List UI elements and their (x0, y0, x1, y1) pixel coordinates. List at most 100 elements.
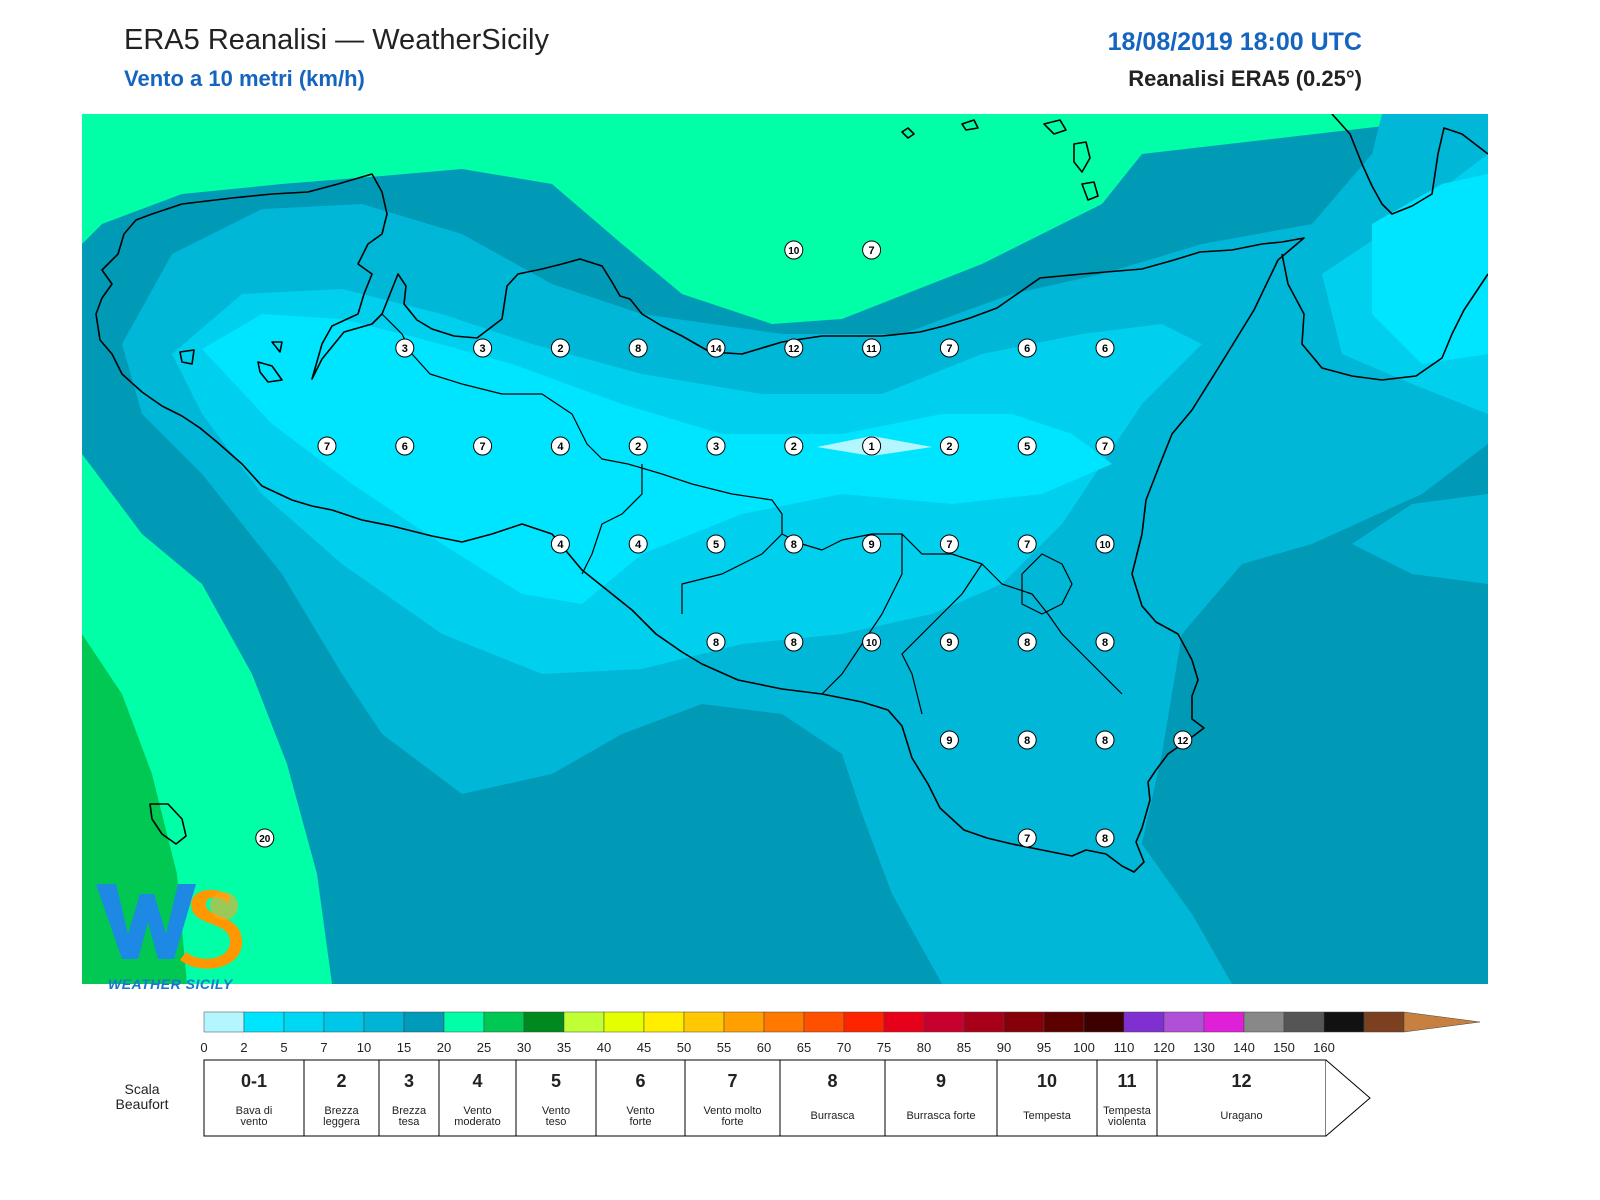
ws-logo-text: WEATHER SICILY (108, 976, 233, 992)
station-wind-value: 5 (1024, 441, 1030, 453)
colorbar-tick-label: 75 (877, 1040, 891, 1055)
colorbar-tick-label: 50 (677, 1040, 691, 1055)
beaufort-description: Burrasca (810, 1110, 855, 1122)
beaufort-cell: 4 Vento moderato (438, 1059, 517, 1137)
colorbar-tick-label: 60 (757, 1040, 771, 1055)
station-wind-value: 1 (869, 441, 875, 453)
colorbar-bin (243, 1011, 285, 1033)
station-marker: 2 (939, 436, 959, 456)
station-marker: 8 (1017, 632, 1037, 652)
colorbar-bin (763, 1011, 805, 1033)
station-marker: 8 (1095, 730, 1115, 750)
station-wind-value: 12 (788, 344, 800, 355)
station-wind-value: 8 (1024, 637, 1030, 649)
colorbar-tick-label: 2 (240, 1040, 247, 1055)
station-marker: 9 (939, 730, 959, 750)
station-marker: 3 (473, 338, 493, 358)
station-marker: 3 (706, 436, 726, 456)
colorbar-bin (1363, 1011, 1405, 1033)
station-wind-value: 14 (710, 344, 722, 355)
station-wind-value: 7 (324, 441, 330, 453)
colorbar-tick-label: 0 (200, 1040, 207, 1055)
beaufort-cell: 3 Brezza tesa (378, 1059, 440, 1137)
station-wind-value: 7 (1102, 441, 1108, 453)
colorbar-tick-label: 35 (557, 1040, 571, 1055)
colorbar-bin (1003, 1011, 1045, 1033)
station-marker: 12 (784, 338, 804, 358)
station-wind-value: 6 (402, 441, 408, 453)
station-marker: 11 (862, 338, 882, 358)
station-wind-value: 4 (635, 539, 642, 551)
map-subtitle: Vento a 10 metri (km/h) (124, 66, 365, 91)
station-wind-value: 4 (557, 539, 564, 551)
station-marker: 5 (706, 534, 726, 554)
station-marker: 8 (628, 338, 648, 358)
beaufort-description: Vento forte (626, 1105, 654, 1128)
colorbar-bin (843, 1011, 885, 1033)
colorbar-tick-label: 25 (477, 1040, 491, 1055)
colorbar-bin (1323, 1011, 1365, 1033)
beaufort-cell: 5 Vento teso (515, 1059, 597, 1137)
colorbar-tick-label: 15 (397, 1040, 411, 1055)
colorbar-bin (363, 1011, 405, 1033)
station-wind-value: 7 (480, 441, 486, 453)
beaufort-scale-title: Scala Beaufort (116, 1081, 169, 1112)
beaufort-description: Vento molto forte (703, 1105, 761, 1128)
station-wind-value: 8 (1024, 735, 1030, 747)
beaufort-number: 3 (404, 1071, 414, 1091)
colorbar-bin (883, 1011, 925, 1033)
station-wind-value: 7 (946, 343, 952, 355)
station-marker: 9 (862, 534, 882, 554)
wind-zone-calabria-light (1372, 174, 1488, 364)
beaufort-cell: 9 Burrasca forte (884, 1059, 998, 1137)
station-marker: 6 (395, 436, 415, 456)
station-wind-value: 12 (1177, 736, 1189, 747)
station-marker: 7 (862, 240, 882, 260)
station-wind-value: 8 (1102, 735, 1108, 747)
station-marker: 7 (1017, 534, 1037, 554)
station-marker: 6 (1017, 338, 1037, 358)
colorbar-tick-label: 65 (797, 1040, 811, 1055)
beaufort-number: 0-1 (241, 1071, 267, 1091)
station-marker: 7 (317, 436, 337, 456)
colorbar-tick-label: 110 (1114, 1040, 1135, 1055)
wind-zone-east-inlet (1352, 494, 1488, 584)
station-wind-value: 8 (635, 343, 641, 355)
wind-zone-lightest (202, 314, 1112, 604)
beaufort-cell: 0-1 Bava di vento (203, 1059, 305, 1137)
colorbar-tick-label: 95 (1037, 1040, 1051, 1055)
colorbar-tick-label: 55 (717, 1040, 731, 1055)
station-wind-value: 2 (635, 441, 641, 453)
beaufort-number: 6 (635, 1071, 645, 1091)
station-wind-value: 6 (1024, 343, 1030, 355)
colorbar-tick-label: 100 (1073, 1040, 1095, 1055)
beaufort-number: 8 (827, 1071, 837, 1091)
beaufort-number: 11 (1117, 1071, 1136, 1091)
colorbar-bin (403, 1011, 445, 1033)
egadi-islands (179, 341, 283, 383)
beaufort-description: Vento teso (542, 1105, 570, 1128)
beaufort-cell: 2 Brezza leggera (303, 1059, 380, 1137)
station-marker: 7 (1017, 828, 1037, 848)
station-marker: 8 (784, 632, 804, 652)
colorbar-bin (923, 1011, 965, 1033)
colorbar-bin (523, 1011, 565, 1033)
colorbar-bin (1283, 1011, 1325, 1033)
station-marker: 7 (1095, 436, 1115, 456)
beaufort-cell: 6 Vento forte (595, 1059, 686, 1137)
wind-zone-ionian (1142, 514, 1488, 984)
ws-logo-icon (96, 884, 243, 969)
station-wind-value: 2 (557, 343, 563, 355)
station-wind-value: 7 (869, 245, 875, 257)
station-wind-value: 7 (1024, 539, 1030, 551)
station-marker: 4 (550, 436, 570, 456)
colorbar-bin (803, 1011, 845, 1033)
pantelleria-island (149, 803, 187, 845)
beaufort-description: Bava di vento (236, 1105, 273, 1128)
beaufort-number: 4 (472, 1071, 482, 1091)
colorbar-bin (283, 1011, 325, 1033)
colorbar-tick-label: 160 (1313, 1040, 1335, 1055)
beaufort-description: Burrasca forte (906, 1110, 975, 1122)
station-marker: 2 (628, 436, 648, 456)
colorbar-bin (483, 1011, 525, 1033)
